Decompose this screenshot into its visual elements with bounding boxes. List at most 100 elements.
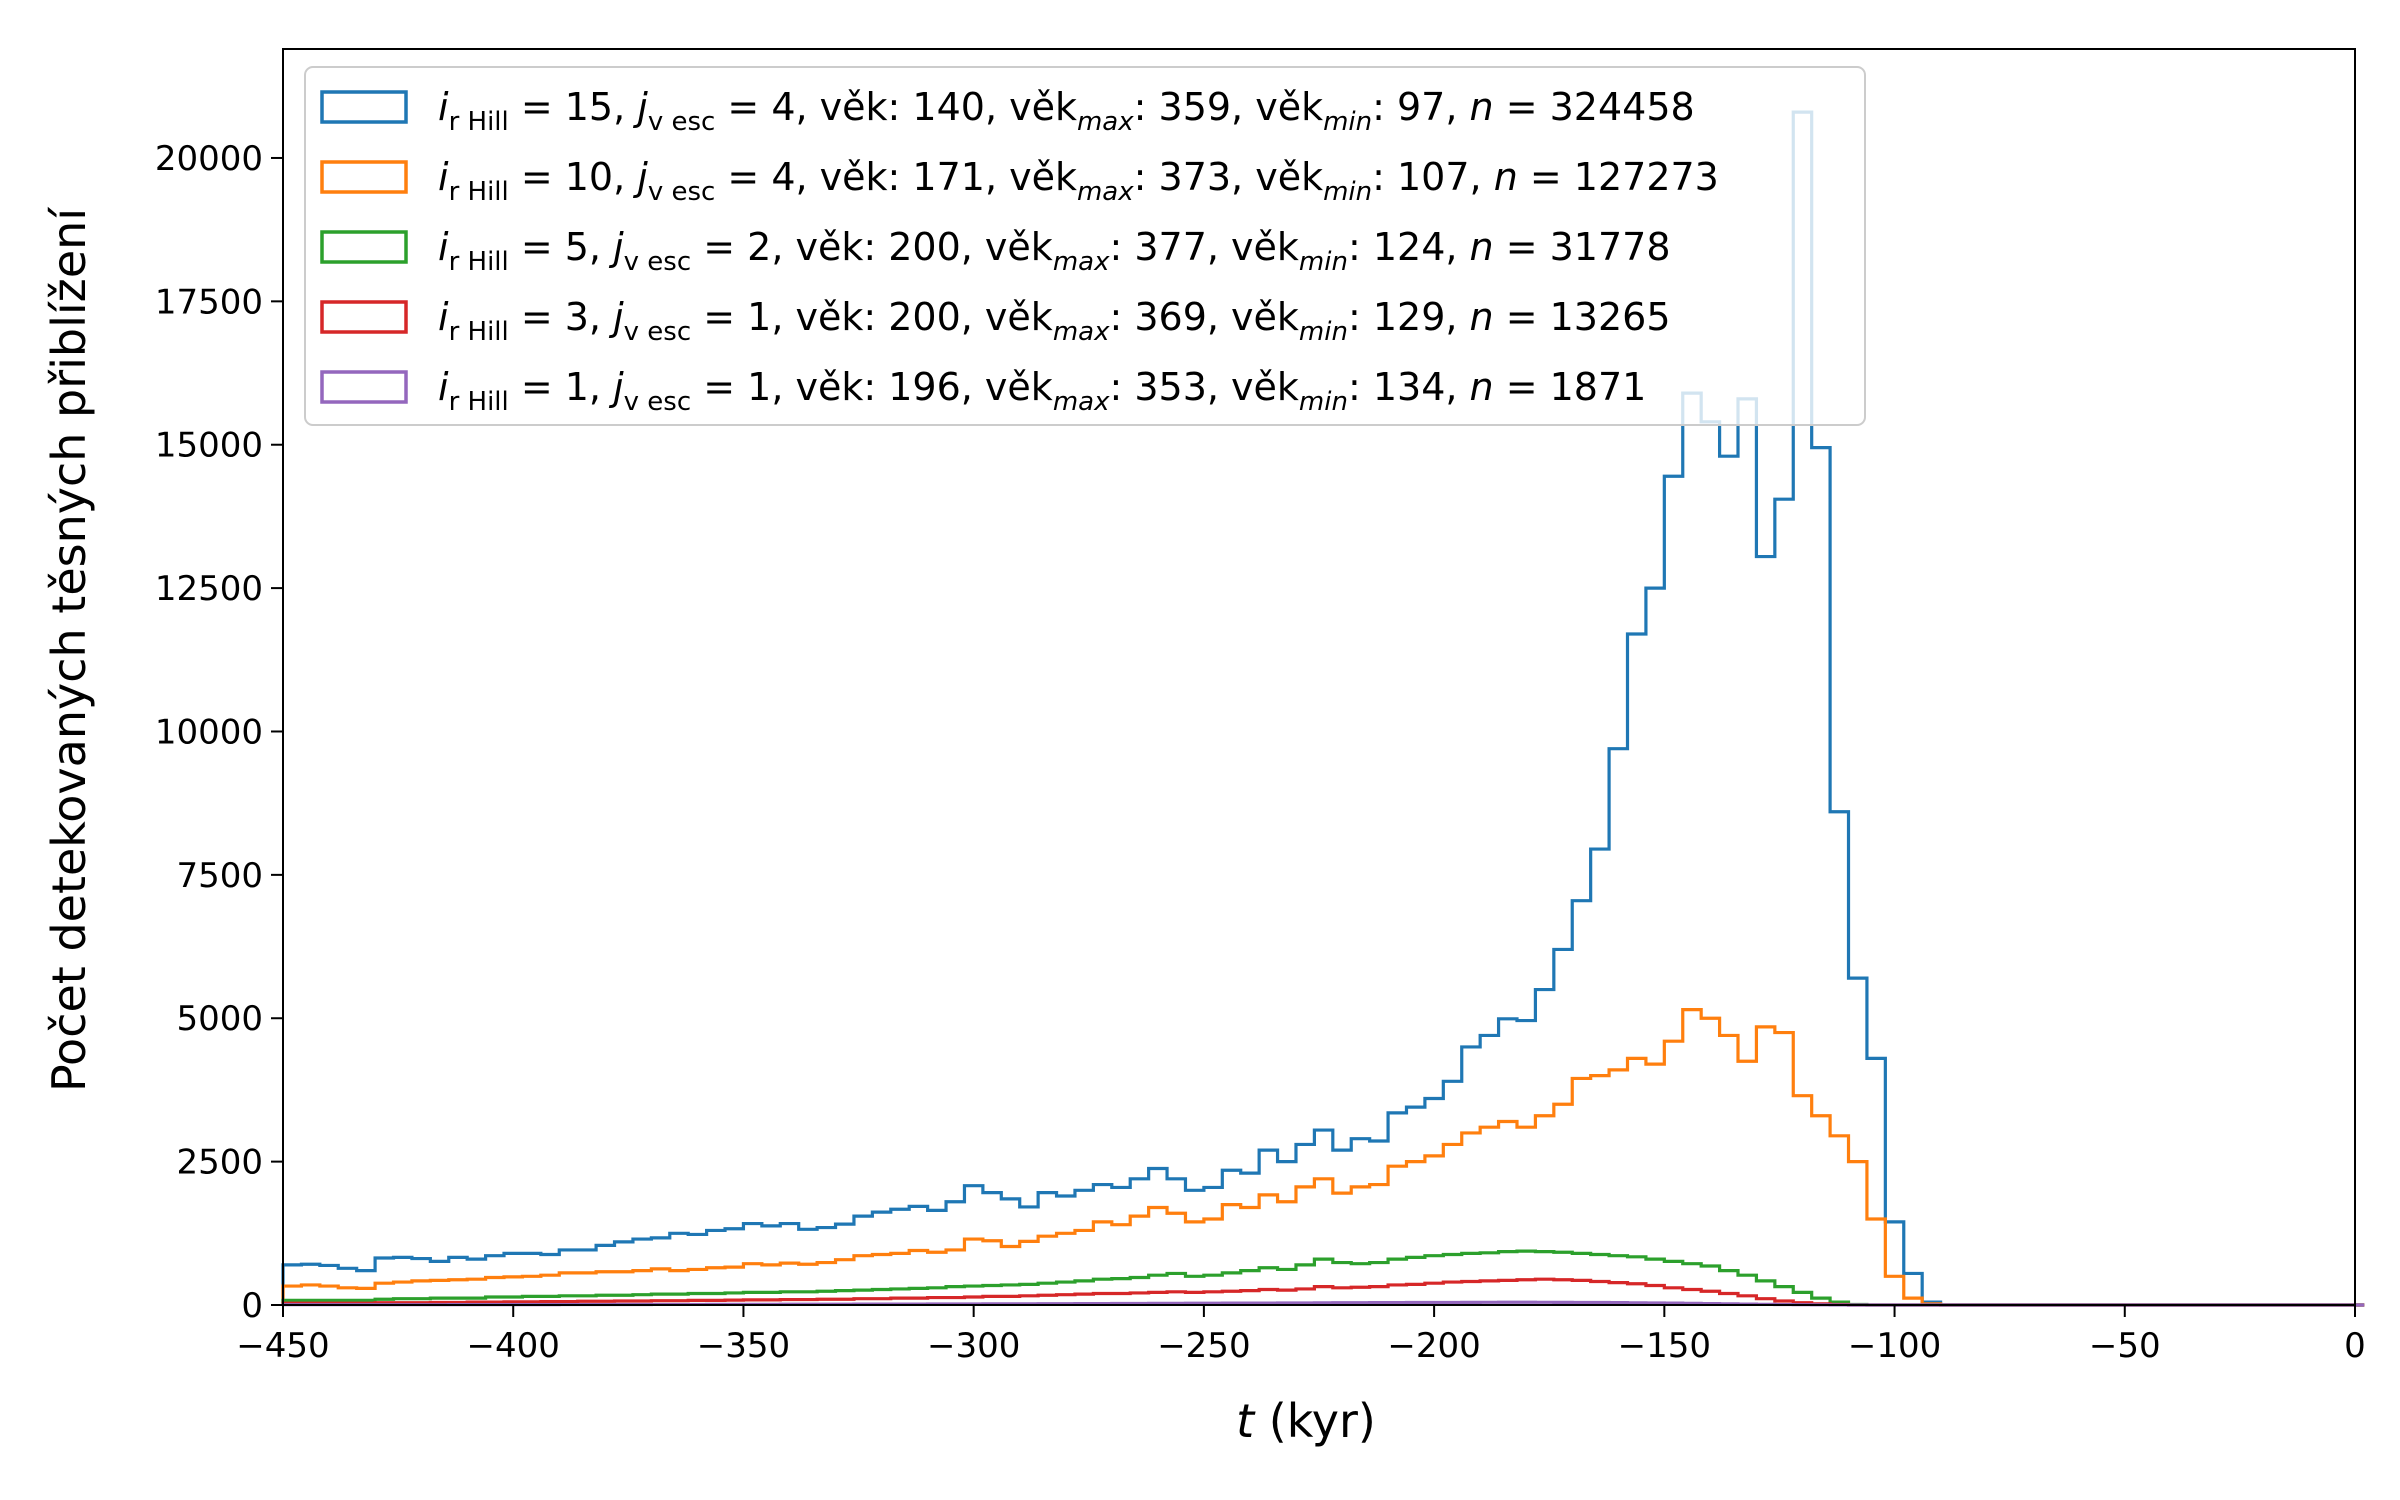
legend-text-part: max	[1077, 177, 1134, 207]
legend-swatch	[320, 160, 408, 194]
legend-text-part: i	[438, 155, 449, 199]
legend-text-part: n	[1470, 225, 1494, 269]
legend-text-part: = 13265	[1494, 295, 1671, 339]
legend-swatch	[320, 300, 408, 334]
legend-text-part: : 353, věk	[1109, 365, 1298, 409]
x-tick-label: −400	[467, 1326, 560, 1366]
x-axis-label-unit: (kyr)	[1254, 1394, 1376, 1448]
x-tick-label: −100	[1848, 1326, 1941, 1366]
legend-text-part: min	[1299, 387, 1348, 417]
legend-text-part: n	[1470, 295, 1494, 339]
series-step-line-3	[281, 1249, 2365, 1307]
legend-text-part: v esc	[648, 177, 716, 207]
x-tick-label: −50	[2089, 1326, 2161, 1366]
y-tick-label: 15000	[155, 426, 263, 466]
legend-text-part: n	[1470, 365, 1494, 409]
legend-text-part: min	[1323, 107, 1372, 137]
y-tick-label: 10000	[155, 712, 263, 752]
legend-text-part: r Hill	[449, 247, 509, 277]
series-step-line-2	[281, 1008, 2365, 1307]
legend-swatch	[320, 370, 408, 404]
legend-text-part: : 124,	[1348, 225, 1470, 269]
legend-text-part: = 4, věk: 171, věk	[715, 155, 1077, 199]
legend-text-part: : 107,	[1372, 155, 1494, 199]
legend-text-part: = 1, věk: 196, věk	[691, 365, 1053, 409]
x-tick-label: −450	[236, 1326, 329, 1366]
legend-entry-text: ir Hill = 10, jv esc = 4, věk: 171, věkm…	[438, 155, 1719, 207]
legend-text-part: = 2, věk: 200, věk	[691, 225, 1053, 269]
legend-entry-text: ir Hill = 1, jv esc = 1, věk: 196, věkma…	[438, 365, 1646, 417]
legend-items: ir Hill = 15, jv esc = 4, věk: 140, věkm…	[320, 85, 1719, 417]
legend-text-part: v esc	[624, 247, 692, 277]
y-tick-label: 5000	[176, 999, 263, 1039]
legend-box	[304, 66, 1866, 426]
x-tick-label: −200	[1387, 1326, 1480, 1366]
x-axis-label: t (kyr)	[1236, 1394, 1376, 1448]
x-tick-label: −250	[1157, 1326, 1250, 1366]
legend-text-part: = 3,	[509, 295, 613, 339]
legend-text-part: i	[438, 365, 449, 409]
x-axis: −450 −400 −350 −300 −250 −200 −150 −100 −50 0	[236, 1305, 2366, 1366]
legend-text-part: max	[1053, 247, 1110, 277]
y-tick-label: 12500	[155, 569, 263, 609]
legend-text-part: = 31778	[1494, 225, 1671, 269]
x-tick-label: −350	[697, 1326, 790, 1366]
legend-text-part: max	[1053, 317, 1110, 347]
legend-text-part: i	[438, 295, 449, 339]
legend-text-part: : 359, věk	[1134, 85, 1323, 129]
legend-text-part: v esc	[624, 317, 692, 347]
legend-text-part: = 5,	[509, 225, 613, 269]
legend-text-part: r Hill	[449, 317, 509, 347]
axes-frame	[282, 48, 2356, 1306]
y-tick-label: 17500	[155, 282, 263, 322]
legend-text-part: = 1,	[509, 365, 613, 409]
y-tick-label: 2500	[176, 1143, 263, 1183]
legend-text-part: r Hill	[449, 107, 509, 137]
legend-text-part: max	[1053, 387, 1110, 417]
legend-text-part: = 1, věk: 200, věk	[691, 295, 1053, 339]
y-tick-label: 0	[241, 1286, 263, 1326]
legend-text-part: : 129,	[1348, 295, 1470, 339]
legend-text-part: = 15,	[509, 85, 638, 129]
legend-text-part: v esc	[624, 387, 692, 417]
legend-entry-text: ir Hill = 5, jv esc = 2, věk: 200, věkma…	[438, 225, 1671, 277]
legend-text-part: min	[1323, 177, 1372, 207]
legend-text-part: min	[1299, 247, 1348, 277]
legend-text-part: = 4, věk: 140, věk	[715, 85, 1077, 129]
legend-swatch	[320, 90, 408, 124]
x-tick-label: −150	[1618, 1326, 1711, 1366]
legend-text-part: = 127273	[1518, 155, 1719, 199]
legend-entry-text: ir Hill = 3, jv esc = 1, věk: 200, věkma…	[438, 295, 1671, 347]
series-step-line-4	[281, 1277, 2365, 1307]
legend-text-part: v esc	[648, 107, 716, 137]
legend-text-part: min	[1299, 317, 1348, 347]
legend-text-part: = 10,	[509, 155, 638, 199]
legend-text-part: i	[438, 85, 449, 129]
legend-entry-text: ir Hill = 15, jv esc = 4, věk: 140, věkm…	[438, 85, 1695, 137]
y-axis: 0 2500 5000 7500 10000 12500 15000 17500 20000	[155, 139, 283, 1326]
legend-text-part: : 134,	[1348, 365, 1470, 409]
x-tick-label: −300	[927, 1326, 1020, 1366]
legend-text-part: : 97,	[1372, 85, 1469, 129]
legend-text-part: n	[1470, 85, 1494, 129]
legend-text-part: i	[438, 225, 449, 269]
y-axis-label: Počet detekovaných těsných přiblížení	[42, 207, 96, 1092]
legend-text-part: r Hill	[449, 177, 509, 207]
legend-text-part: = 1871	[1494, 365, 1647, 409]
legend-text-part: n	[1494, 155, 1518, 199]
legend-text-part: = 324458	[1494, 85, 1695, 129]
y-tick-label: 7500	[176, 856, 263, 896]
y-tick-label: 20000	[155, 139, 263, 179]
x-tick-label: 0	[2344, 1326, 2366, 1366]
legend-text-part: : 369, věk	[1109, 295, 1298, 339]
legend-text-part: max	[1077, 107, 1134, 137]
legend-text-part: : 373, věk	[1134, 155, 1323, 199]
series-step-line-1	[281, 110, 2365, 1307]
x-axis-label-variable: t	[1236, 1394, 1256, 1448]
plot-area	[281, 48, 2365, 1307]
legend-text-part: r Hill	[449, 387, 509, 417]
legend-text-part: : 377, věk	[1109, 225, 1298, 269]
legend-swatch	[320, 230, 408, 264]
legend: ir Hill = 15, jv esc = 4, věk: 140, věkm…	[304, 66, 1866, 426]
